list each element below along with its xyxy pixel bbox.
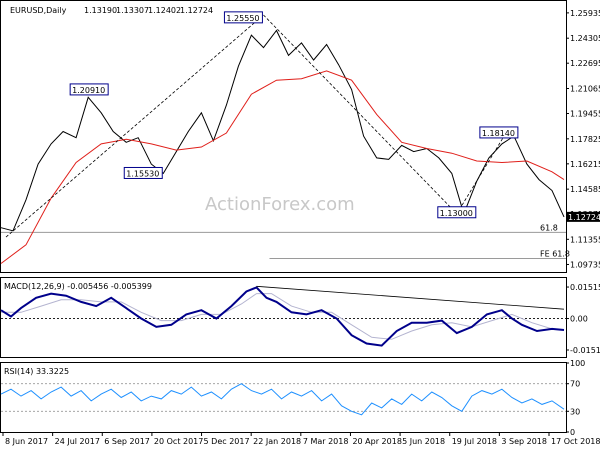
annotation-box xyxy=(223,11,263,24)
price-series xyxy=(0,29,565,264)
annotation-box xyxy=(437,206,477,219)
macd-axis: 0.01515278 0.00 -0.01512662 xyxy=(566,283,600,355)
annotation-box xyxy=(123,166,163,179)
time-tick-label: 5 Jun 2018 xyxy=(402,437,445,446)
annotation-4: 1.13000 xyxy=(437,206,477,219)
price-line xyxy=(0,29,565,232)
annotation-box xyxy=(479,126,519,139)
annotation-label: 1.13000 xyxy=(440,209,473,218)
annotation-box xyxy=(69,83,109,96)
price-reference-lines: 61.8 FE 61.8 xyxy=(1,223,570,259)
annotation-label: 1.20910 xyxy=(72,86,105,95)
time-tick-label: 17 Oct 2018 xyxy=(551,437,600,446)
watermark: ActionForex.com xyxy=(205,194,355,215)
macd-tick-label: -0.01512662 xyxy=(570,346,600,355)
macd-signal-line xyxy=(1,293,565,340)
price-header: EURUSD,Daily 1.13190 1.13307 1.12402 1.1… xyxy=(10,6,213,15)
macd-tick-label: 0.01515278 xyxy=(570,283,600,292)
reference-label-0: 61.8 xyxy=(540,223,558,232)
time-tick-label: 6 Sep 2017 xyxy=(104,437,150,446)
price-panel-frame xyxy=(0,0,567,273)
macd-line xyxy=(0,286,565,347)
annotation-label: 1.15530 xyxy=(126,169,159,178)
header-close: 1.12724 xyxy=(180,6,213,15)
rsi-tick-label: 0 xyxy=(570,428,575,437)
trend-line-up xyxy=(5,14,264,238)
time-tick-label: 20 Apr 2018 xyxy=(352,437,401,446)
header-symbol: EURUSD,Daily xyxy=(10,6,67,15)
rsi-tick-label: 70 xyxy=(570,380,580,389)
price-tick-label: 1.17825 xyxy=(570,135,600,144)
macd-series xyxy=(0,285,566,347)
rsi-tick-label: 100 xyxy=(570,359,585,368)
current-price-label: 1.12724 xyxy=(568,213,600,222)
price-tick-label: 1.16215 xyxy=(570,160,600,169)
rsi-panel-frame xyxy=(0,362,567,433)
header-low: 1.12402 xyxy=(148,6,181,15)
annotation-2: 1.15530 xyxy=(123,166,163,179)
rsi-line xyxy=(0,383,565,416)
price-tick-label: 1.25935 xyxy=(570,9,600,18)
header-high: 1.13307 xyxy=(116,6,149,15)
time-axis: 8 Jun 2017 24 Jul 2017 6 Sep 2017 20 Oct 20… xyxy=(2,432,600,446)
rsi-axis: 100 70 30 0 xyxy=(566,359,585,437)
current-price-tag xyxy=(566,211,600,222)
header-open: 1.13190 xyxy=(84,6,117,15)
price-trend-lines xyxy=(5,14,508,238)
trend-line-up2 xyxy=(456,131,508,214)
macd-tick-label: 0.00 xyxy=(570,315,588,324)
time-tick-label: 7 Mar 2018 xyxy=(303,437,349,446)
annotation-0: 1.25550 xyxy=(223,11,263,24)
macd-panel-frame xyxy=(0,277,567,358)
time-tick-label: 20 Oct 2017 xyxy=(154,437,203,446)
time-tick-label: 22 Jan 2018 xyxy=(253,437,301,446)
price-axis: 1.25935 1.24305 1.22695 1.21065 1.19455 1.178… xyxy=(566,9,600,269)
price-annotations: 1.25550 1.20910 1.15530 1.18140 1.13000 xyxy=(69,11,519,219)
annotation-label: 1.25550 xyxy=(226,14,259,23)
price-tick-label: 1.14585 xyxy=(570,185,600,194)
time-tick-label: 5 Dec 2017 xyxy=(204,437,250,446)
price-tick-label: 1.24305 xyxy=(570,34,600,43)
price-tick-label: 1.09735 xyxy=(570,260,600,269)
annotation-1: 1.20910 xyxy=(69,83,109,96)
annotation-3: 1.18140 xyxy=(479,126,519,139)
time-tick-label: 24 Jul 2017 xyxy=(55,437,100,446)
macd-divergence-line xyxy=(256,285,565,310)
rsi-tick-label: 30 xyxy=(570,407,580,416)
trend-line-down xyxy=(263,14,458,215)
price-tick-label: 1.19455 xyxy=(570,110,600,119)
price-tick-label: 1.22695 xyxy=(570,59,600,68)
price-tick-label: 1.21065 xyxy=(570,85,600,94)
annotation-label: 1.18140 xyxy=(482,129,515,138)
reference-label-1: FE 61.8 xyxy=(540,249,570,258)
moving-average-line xyxy=(0,70,565,264)
rsi-series xyxy=(0,383,566,416)
rsi-title: RSI(14) 33.3225 xyxy=(4,367,69,376)
macd-title: MACD(12,26,9) -0.005456 -0.005399 xyxy=(4,282,152,291)
time-tick-label: 19 Jul 2018 xyxy=(452,437,497,446)
time-tick-label: 8 Jun 2017 xyxy=(5,437,48,446)
time-tick-label: 3 Sep 2018 xyxy=(501,437,547,446)
price-tick-label: 1.11355 xyxy=(570,235,600,244)
